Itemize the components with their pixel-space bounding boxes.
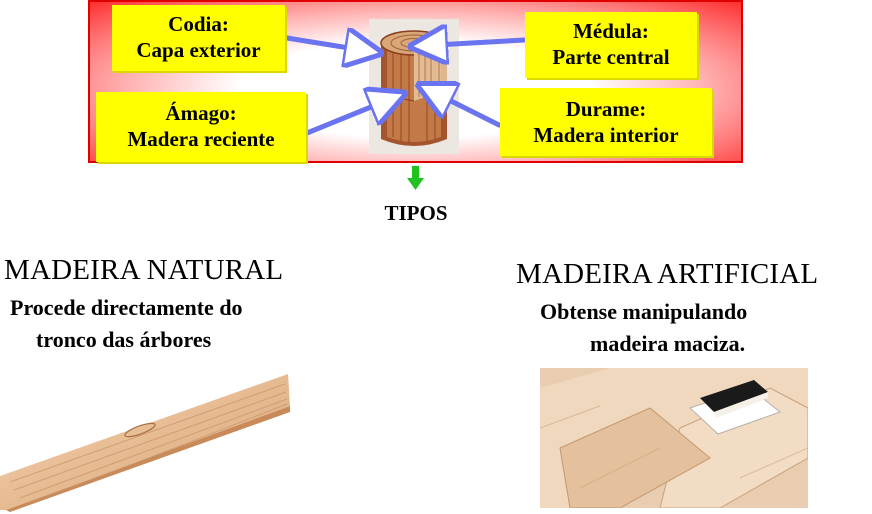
- artificial-wood-title: MADEIRA ARTIFICIAL: [516, 258, 819, 290]
- artificial-wood-desc-line2: madeira maciza.: [590, 331, 746, 356]
- artificial-wood-desc-line1: Obtense manipulando: [540, 299, 748, 324]
- label-codia-title: Codia:: [168, 12, 229, 36]
- wood-plank-image: [0, 374, 290, 512]
- arrow-medula: [418, 40, 527, 46]
- label-medula-desc: Parte central: [552, 45, 670, 69]
- label-durame: Durame: Madera interior: [500, 88, 712, 156]
- natural-wood-desc-line2: tronco das árbores: [36, 327, 212, 352]
- arrow-durame: [425, 88, 502, 128]
- label-amago-desc: Madera reciente: [127, 127, 275, 151]
- label-medula-title: Médula:: [573, 19, 649, 43]
- label-medula: Médula: Parte central: [525, 12, 697, 78]
- natural-wood-desc-line1: Procede directamente do: [10, 295, 243, 320]
- tipos-heading: TIPOS: [384, 201, 448, 225]
- down-arrow-icon: [407, 166, 424, 190]
- natural-wood-title: MADEIRA NATURAL: [4, 254, 284, 286]
- manufactured-boards-image: [540, 368, 808, 508]
- label-amago: Ámago: Madera reciente: [96, 92, 306, 162]
- label-codia-desc: Capa exterior: [136, 38, 261, 62]
- label-durame-title: Durame:: [565, 97, 647, 121]
- label-amago-title: Ámago:: [165, 101, 237, 125]
- label-durame-desc: Madera interior: [533, 123, 679, 147]
- arrow-codia: [284, 38, 374, 52]
- label-codia: Codia: Capa exterior: [112, 5, 285, 71]
- arrow-amago: [304, 96, 398, 136]
